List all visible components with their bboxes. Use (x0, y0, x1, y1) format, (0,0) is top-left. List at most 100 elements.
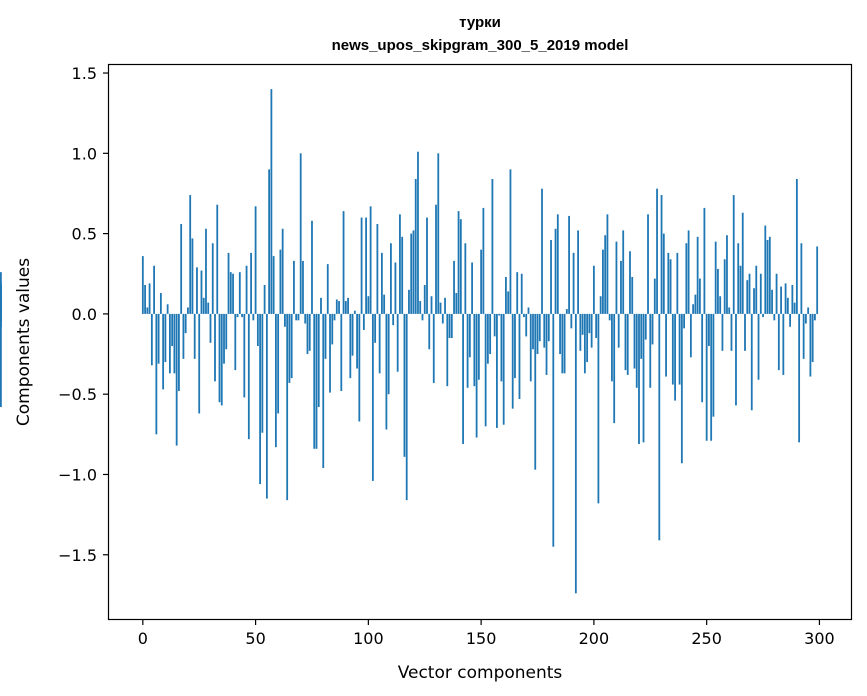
bar-30 (209, 313, 212, 343)
bar-104 (376, 223, 379, 314)
bar-50 (254, 206, 257, 314)
bar-164 (511, 313, 514, 409)
bar-44 (241, 313, 243, 318)
bar-198 (588, 313, 591, 334)
bar-269 (748, 273, 751, 314)
bar-171 (527, 307, 530, 314)
bar-127 (428, 313, 431, 350)
bar-274 (759, 273, 762, 314)
bar-189 (568, 215, 570, 314)
bar-12 (168, 313, 171, 374)
bar-192 (574, 313, 577, 594)
bar-251 (708, 313, 710, 347)
bar-46 (245, 265, 248, 314)
bar-286 (786, 297, 789, 314)
bar-133 (441, 313, 444, 324)
bar-298 (814, 313, 816, 321)
bar-100 (367, 296, 370, 314)
bar-135 (446, 313, 449, 387)
bar-148 (475, 313, 478, 438)
bar-231 (662, 233, 665, 314)
bar-43 (238, 272, 241, 314)
bar-55 (265, 313, 268, 499)
bar-31 (211, 243, 214, 314)
bar-270 (750, 313, 753, 411)
bar-213 (622, 230, 625, 314)
bar-258 (723, 259, 726, 314)
bar-136 (448, 313, 451, 338)
bar-289 (793, 302, 796, 314)
bar-79 (320, 297, 322, 314)
bar-230 (660, 195, 663, 314)
bar-209 (613, 313, 616, 424)
bar-118 (408, 289, 410, 314)
bar-214 (624, 313, 627, 371)
bar-47 (247, 313, 250, 440)
bar-170 (525, 313, 528, 337)
bar-178 (543, 313, 546, 348)
bar-99 (365, 217, 367, 314)
bar-66 (290, 313, 293, 379)
chart-title: турки (459, 14, 501, 31)
bar-197 (586, 313, 589, 363)
bar-277 (766, 240, 769, 314)
bar-65 (288, 313, 291, 383)
bar-131 (437, 153, 440, 314)
bar-203 (599, 296, 602, 314)
bar-297 (811, 313, 814, 363)
bar-223 (644, 313, 647, 340)
bar-38 (227, 252, 230, 314)
bar-208 (611, 313, 613, 382)
bar-296 (809, 313, 812, 377)
bar-2 (146, 307, 149, 314)
bar-276 (764, 225, 767, 314)
bar-71 (302, 260, 304, 314)
bar-169 (523, 313, 525, 318)
bar-259 (726, 235, 728, 314)
bar-157 (496, 313, 498, 428)
bar-194 (579, 313, 582, 351)
bar-236 (674, 313, 676, 401)
bar-45 (243, 313, 246, 398)
bar-273 (757, 313, 760, 380)
bar-179 (545, 313, 548, 375)
plot-frame (107, 63, 853, 621)
bar-290 (795, 179, 798, 314)
bar-85 (333, 313, 336, 321)
bar-187 (563, 313, 566, 374)
bar-78 (317, 313, 320, 408)
bar-271 (753, 288, 755, 314)
bar-288 (791, 284, 794, 314)
bar-143 (464, 243, 467, 314)
bar-36 (223, 313, 225, 364)
bar-5 (153, 265, 155, 314)
bar-249 (703, 207, 706, 314)
bar-261 (730, 313, 733, 351)
bar-239 (680, 313, 683, 464)
bar-23 (193, 313, 196, 359)
bar-68 (295, 313, 298, 321)
bar-112 (394, 262, 397, 314)
bar-113 (396, 313, 399, 372)
bar-26 (200, 270, 203, 314)
bar-42 (236, 313, 239, 318)
bar-234 (669, 259, 672, 314)
bar-60 (277, 313, 280, 414)
bar-256 (719, 296, 722, 314)
bar-280 (773, 313, 776, 321)
y-tick-label: −0.5 (58, 385, 97, 404)
bar-117 (405, 313, 408, 501)
bar-70 (299, 153, 302, 314)
bar-299 (816, 246, 819, 314)
bar-41 (234, 313, 237, 371)
bar-22 (191, 238, 194, 314)
bar-141 (459, 219, 462, 314)
bar-267 (744, 313, 746, 351)
bar-237 (676, 252, 679, 314)
bar-145 (468, 313, 471, 358)
bar-202 (597, 313, 600, 504)
bar-93 (351, 313, 354, 356)
bar-15 (175, 313, 178, 446)
bar-6 (155, 313, 158, 435)
